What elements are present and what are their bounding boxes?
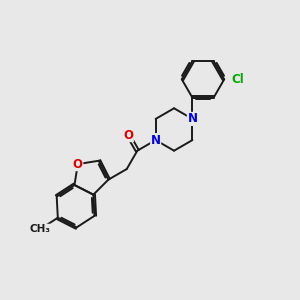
Text: CH₃: CH₃ <box>29 224 50 234</box>
Text: O: O <box>73 158 83 171</box>
Text: Cl: Cl <box>231 73 244 86</box>
Text: O: O <box>123 129 133 142</box>
Text: N: N <box>151 134 161 147</box>
Text: N: N <box>188 112 197 125</box>
